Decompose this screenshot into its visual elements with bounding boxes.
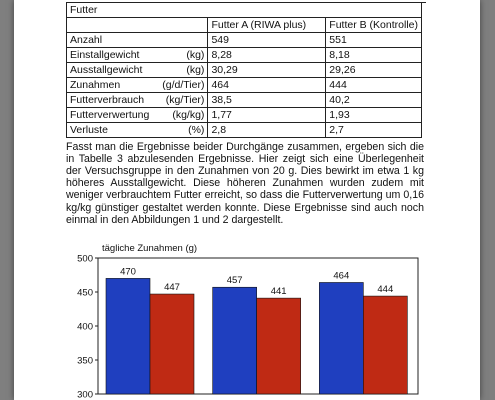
bar-value-label: 444 xyxy=(377,284,393,295)
cell-futter-a: 2,8 xyxy=(207,122,327,138)
table-row: Anzahl 549 551 xyxy=(65,32,422,48)
cell-futter-b: 8,18 xyxy=(325,47,422,63)
cell-futter-b: 444 xyxy=(325,77,422,93)
table-corner-cell xyxy=(65,17,209,33)
bar xyxy=(319,282,364,395)
row-label: Futterverwertung (kg/kg) xyxy=(65,107,209,123)
cell-futter-b: 29,26 xyxy=(325,62,422,78)
y-axis-title: tägliche Zunahmen (g) xyxy=(102,243,197,254)
table-row: Verluste (%) 2,8 2,7 xyxy=(65,122,422,138)
cell-futter-b: 1,93 xyxy=(325,107,422,123)
bar xyxy=(256,297,301,395)
table-row: Zunahmen (g/d/Tier) 464 444 xyxy=(65,77,422,93)
row-label: Verluste (%) xyxy=(65,122,209,138)
bar-value-label: 441 xyxy=(271,286,287,297)
y-tick-label: 350 xyxy=(77,356,93,367)
table-header-row: Futter xyxy=(66,2,422,18)
bar-value-label: 464 xyxy=(333,270,349,281)
y-tick-label: 400 xyxy=(77,322,93,333)
y-tick-label: 450 xyxy=(77,288,93,299)
cell-futter-b: 551 xyxy=(325,32,422,48)
cell-futter-a: 8,28 xyxy=(207,47,327,63)
row-label: Futterverbrauch (kg/Tier) xyxy=(65,92,209,108)
results-table: Futter Futter A (RIWA plus) Futter B (Ko… xyxy=(65,2,422,138)
cell-futter-a: 1,77 xyxy=(207,107,327,123)
row-label: Ausstallgewicht (kg) xyxy=(65,62,209,78)
daily-gain-bar-chart: tägliche Zunahmen (g) 300 350 400 450 500 470 4… xyxy=(77,243,419,400)
table-row: Futterverwertung (kg/kg) 1,77 1,93 xyxy=(65,107,422,123)
bar-value-label: 447 xyxy=(164,282,180,293)
bar-value-label: 470 xyxy=(120,266,136,277)
document-page: Futter Futter A (RIWA plus) Futter B (Ko… xyxy=(14,0,480,400)
cell-futter-a: 30,29 xyxy=(207,62,327,78)
row-label: Einstallgewicht (kg) xyxy=(65,47,209,63)
cell-futter-b: 40,2 xyxy=(325,92,422,108)
bar-value-label: 457 xyxy=(227,275,243,286)
table-row: Futterverbrauch (kg/Tier) 38,5 40,2 xyxy=(65,92,422,108)
bar xyxy=(363,295,408,395)
table-row: Einstallgewicht (kg) 8,28 8,18 xyxy=(65,47,422,63)
column-header-futter-a: Futter A (RIWA plus) xyxy=(207,17,327,33)
column-header-futter-b: Futter B (Kontrolle) xyxy=(325,17,422,33)
bar xyxy=(149,293,195,395)
cell-futter-a: 464 xyxy=(207,77,327,93)
table-column-header-row: Futter A (RIWA plus) Futter B (Kontrolle… xyxy=(65,17,422,33)
bar xyxy=(105,278,151,395)
cell-futter-b: 2,7 xyxy=(325,122,422,138)
y-tick-label: 500 xyxy=(77,254,93,265)
row-label: Anzahl xyxy=(65,32,209,48)
cell-futter-a: 549 xyxy=(207,32,327,48)
table-row: Ausstallgewicht (kg) 30,29 29,26 xyxy=(65,62,422,78)
summary-paragraph: Fasst man die Ergebnisse beider Durchgän… xyxy=(66,140,424,226)
y-tick-label: 300 xyxy=(77,390,93,400)
bar xyxy=(212,286,257,395)
cell-futter-a: 38,5 xyxy=(207,92,327,108)
row-label: Zunahmen (g/d/Tier) xyxy=(65,77,209,93)
table-title: Futter xyxy=(66,2,422,18)
